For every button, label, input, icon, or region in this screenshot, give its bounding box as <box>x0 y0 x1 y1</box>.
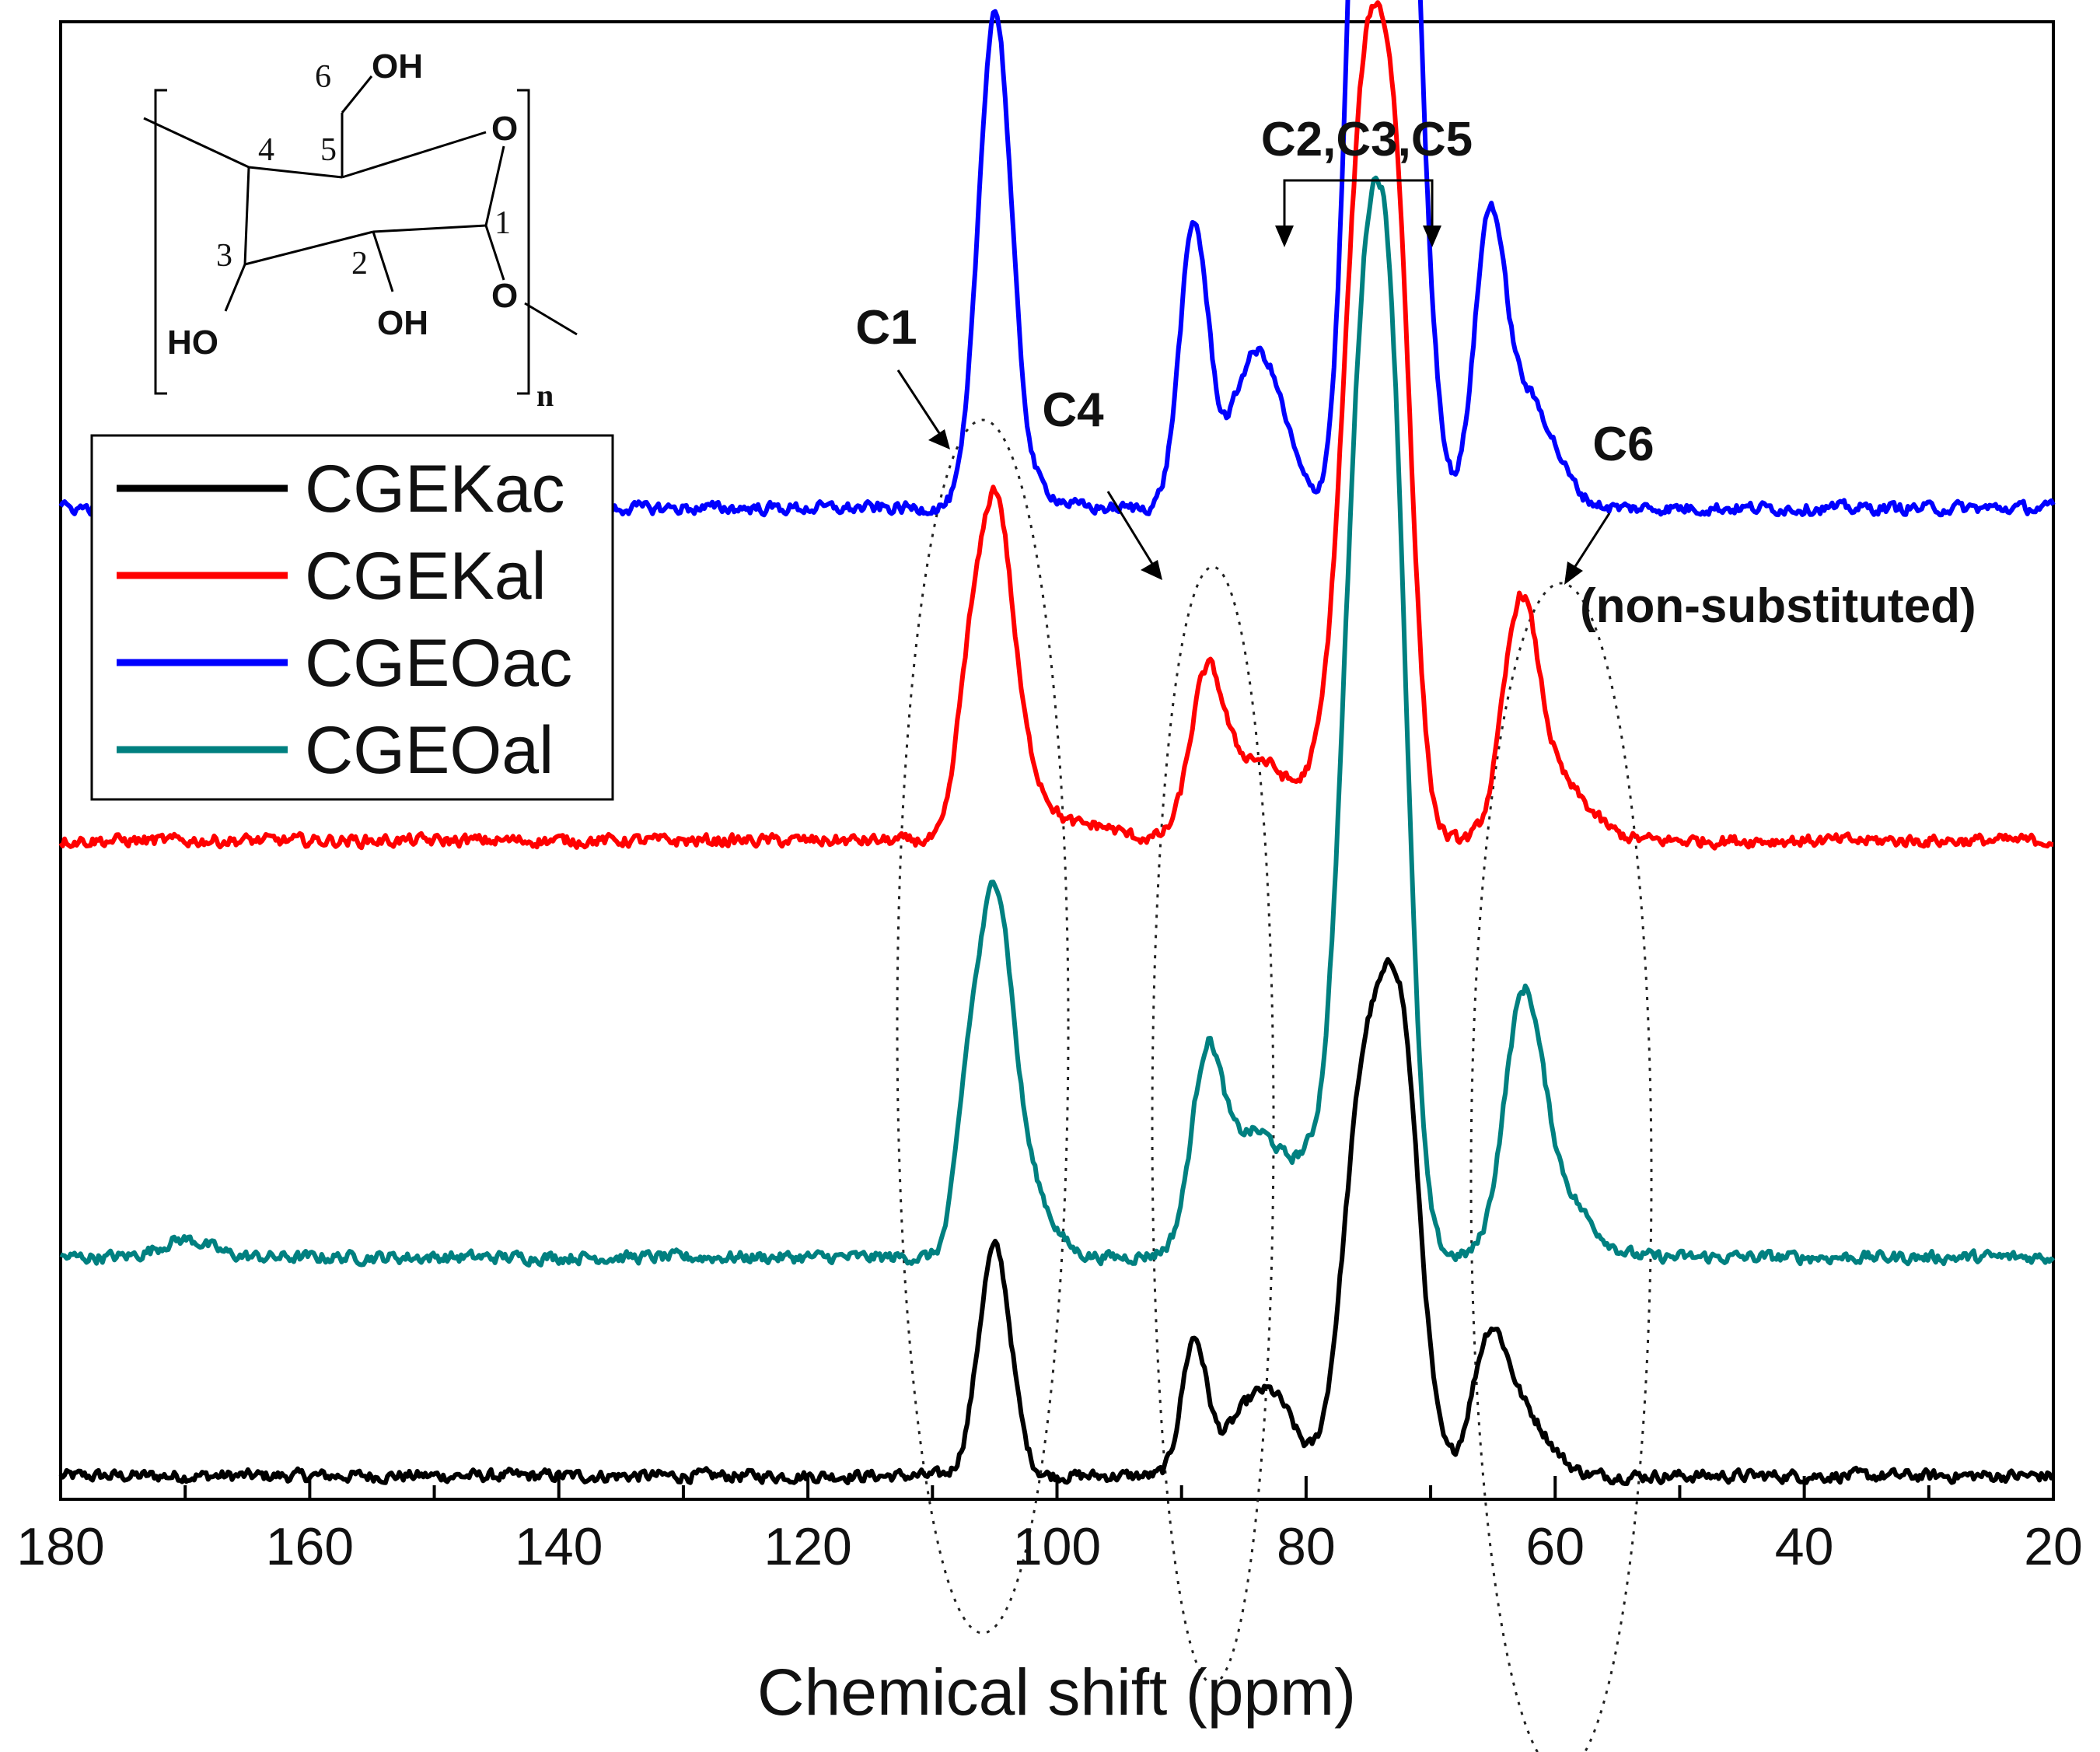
x-tick-label: 20 <box>2024 1517 2083 1576</box>
bracket-c2c3c5 <box>1283 179 1434 233</box>
mol-atom-oh-top: OH <box>372 47 423 86</box>
bracket-left <box>154 89 167 395</box>
bond-c3-ho <box>224 264 246 312</box>
arrow-c4 <box>1106 491 1154 565</box>
annotation-c2c3c5: C2,C3,C5 <box>1261 113 1473 166</box>
x-tick-label: 120 <box>763 1517 851 1576</box>
mol-num-1: 1 <box>494 205 511 241</box>
annotation-c6: C6 <box>1592 418 1654 471</box>
x-tick-label: 160 <box>266 1517 354 1576</box>
annotations: C1 C4 C2,C3,C5 C6 (non-substituted) <box>855 113 1976 633</box>
legend-label-cgekal: CGEKal <box>305 539 547 614</box>
mol-num-5: 5 <box>320 132 337 168</box>
legend-box <box>90 434 614 801</box>
bond-c3-c4 <box>243 166 250 265</box>
x-tick-label: 60 <box>1525 1517 1585 1576</box>
bond-c1-c2 <box>372 224 487 233</box>
mol-num-4: 4 <box>258 132 274 168</box>
mol-num-3: 3 <box>216 238 232 274</box>
legend-label-cgekac: CGEKac <box>305 452 565 526</box>
arrowhead-c4 <box>1141 560 1162 580</box>
legend: CGEKac CGEKal CGEOac CGEOal <box>90 434 614 801</box>
cellulose-structure <box>143 75 578 395</box>
series-line-cgekac <box>58 956 2054 1486</box>
x-tick-label: 100 <box>1013 1517 1101 1576</box>
arrowhead-c5 <box>1423 226 1441 247</box>
mol-atom-glyco-o: O <box>491 277 518 315</box>
annotation-c4: C4 <box>1042 383 1104 437</box>
arrow-c6 <box>1573 512 1611 568</box>
annotation-c1: C1 <box>855 301 917 355</box>
peak-region-ellipses <box>896 418 1653 1752</box>
legend-label-cgeoac: CGEOac <box>305 626 572 701</box>
ellipse-c4 <box>1151 565 1275 1685</box>
mol-num-2: 2 <box>351 246 368 282</box>
bond-c4-c5 <box>248 166 343 179</box>
arrowhead-c6 <box>1564 561 1583 585</box>
bond-left <box>143 117 250 169</box>
x-axis: 180 160 140 120 100 80 60 40 20 <box>16 1476 2083 1576</box>
bond-c5-o <box>341 131 487 179</box>
bond-c1-o <box>484 225 505 281</box>
x-tick-label: 40 <box>1775 1517 1834 1576</box>
arrowhead-c1 <box>928 429 950 449</box>
annotation-non-substituted: (non-substituted) <box>1580 579 1976 633</box>
series-line-cgeoal <box>59 175 2056 1268</box>
bond-o-right <box>524 302 578 336</box>
bond-c2-c3 <box>244 230 374 266</box>
legend-label-cgeoal: CGEOal <box>305 713 554 788</box>
x-tick-label: 180 <box>16 1517 104 1576</box>
bond-c6-oh <box>341 75 373 114</box>
arrowhead-c2 <box>1275 226 1294 247</box>
x-axis-title: Chemical shift (ppm) <box>757 1656 1356 1729</box>
bracket-right <box>517 89 530 395</box>
cellulose-labels: OH O O OH HO 1 2 3 4 5 6 n <box>167 47 554 413</box>
series-line-cgekal <box>58 0 2054 851</box>
mol-atom-ring-o: O <box>491 110 518 148</box>
mol-num-6: 6 <box>315 59 331 95</box>
mol-atom-oh-c2: OH <box>377 304 428 342</box>
arrow-c1 <box>896 369 942 436</box>
mol-subscript-n: n <box>536 378 554 413</box>
bond-o-c1 <box>484 145 505 226</box>
x-tick-label: 140 <box>515 1517 603 1576</box>
ellipse-c1 <box>896 418 1070 1635</box>
mol-atom-ho-c3: HO <box>167 323 218 362</box>
bond-c2-oh <box>372 231 394 292</box>
x-tick-label: 80 <box>1277 1517 1336 1576</box>
ellipse-c6 <box>1469 582 1653 1752</box>
